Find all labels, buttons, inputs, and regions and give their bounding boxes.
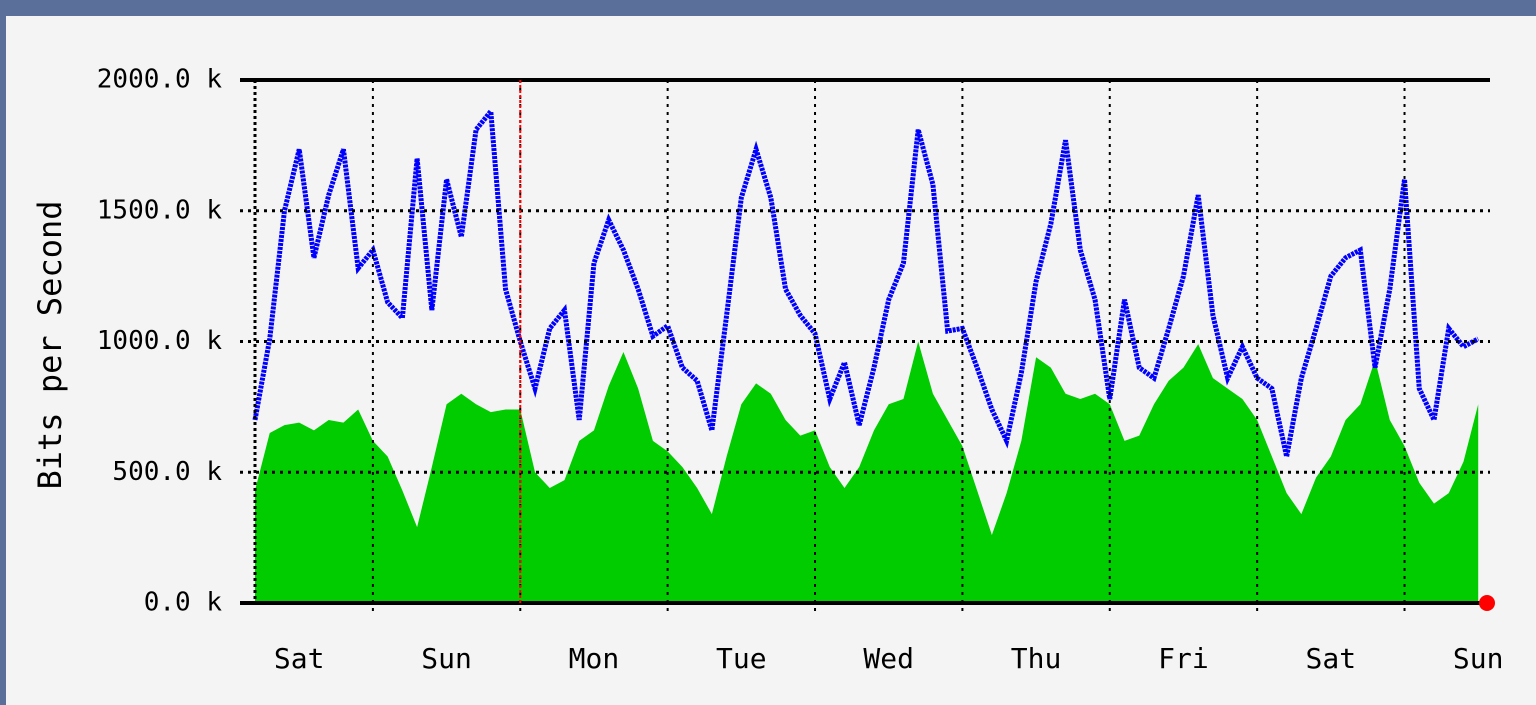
y-tick-label: 1500.0 k (97, 195, 223, 225)
x-tick-label: Sun (421, 642, 472, 675)
x-tick-label: Wed (863, 642, 914, 675)
x-tick-label: Sun (1453, 642, 1504, 675)
x-tick-label: Mon (569, 642, 620, 675)
y-tick-label: 1000.0 k (97, 326, 223, 356)
x-tick-label: Thu (1011, 642, 1062, 675)
y-tick-label: 500.0 k (112, 457, 222, 487)
axis-arrow (1479, 595, 1495, 611)
x-tick-label: Sat (274, 642, 325, 675)
x-tick-label: Sat (1306, 642, 1357, 675)
y-axis-label: Bits per Second (31, 201, 69, 490)
y-tick-label: 0.0 k (144, 588, 223, 618)
x-tick-label: Fri (1158, 642, 1209, 675)
line-out (252, 104, 1480, 458)
x-tick-label: Tue (716, 642, 767, 675)
y-tick-label: 2000.0 k (97, 65, 223, 95)
